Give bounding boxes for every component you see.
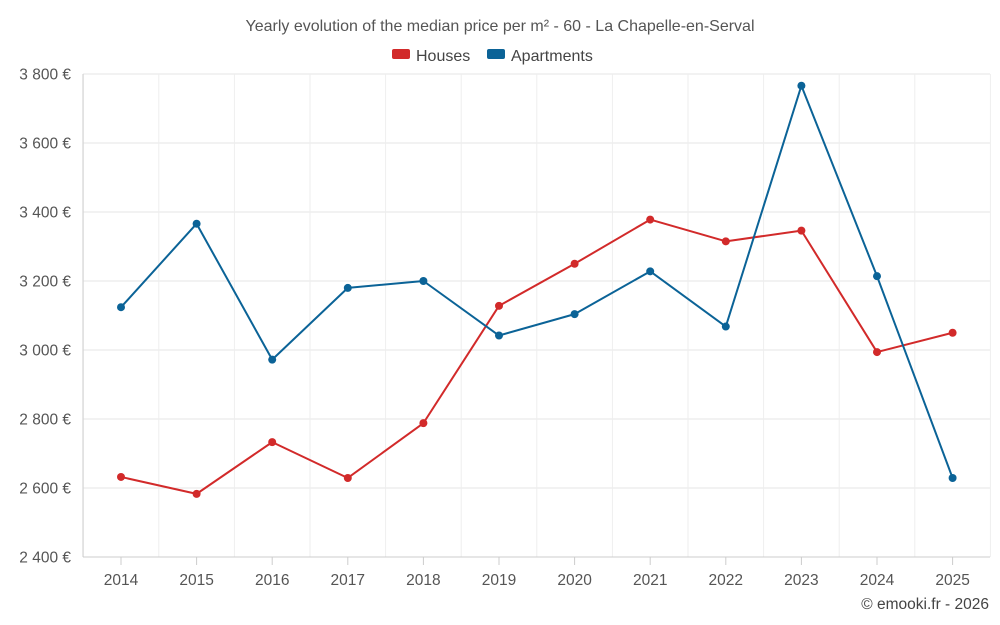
- data-point-houses: [117, 472, 125, 481]
- grid-lines: [82, 73, 991, 558]
- data-point-houses: [646, 215, 655, 224]
- data-point-houses: [268, 438, 277, 447]
- x-tick-label: 2017: [331, 572, 365, 589]
- y-tick-label: 3 600 €: [19, 136, 71, 153]
- x-tick-label: 2016: [255, 572, 289, 589]
- x-tick-label: 2023: [784, 572, 818, 589]
- y-tick-label: 3 200 €: [19, 274, 71, 291]
- y-tick-label: 3 000 €: [19, 343, 71, 360]
- x-tick-label: 2024: [860, 572, 895, 589]
- chart-title: Yearly evolution of the median price per…: [245, 18, 754, 35]
- axes: [82, 74, 990, 558]
- y-tick-label: 2 800 €: [19, 412, 71, 429]
- data-point-apartments: [495, 331, 503, 340]
- x-tick-label: 2015: [179, 572, 213, 589]
- series-line-houses: [120, 218, 953, 495]
- data-point-houses: [948, 328, 957, 337]
- data-point-houses: [192, 489, 201, 498]
- data-point-apartments: [192, 219, 201, 228]
- legend-label-apartments[interactable]: Apartments: [511, 48, 593, 65]
- data-point-apartments: [948, 473, 957, 482]
- y-tick-label: 2 400 €: [19, 550, 71, 567]
- data-point-apartments: [721, 322, 730, 331]
- series-layer: [117, 81, 957, 498]
- legend-swatch-houses: [392, 49, 410, 59]
- y-tick-label: 3 800 €: [19, 67, 71, 84]
- series-line-apartments: [120, 84, 954, 479]
- data-point-apartments: [646, 267, 655, 276]
- data-point-apartments: [419, 277, 428, 285]
- legend-label-houses[interactable]: Houses: [416, 48, 470, 65]
- x-tick-label: 2019: [482, 572, 516, 589]
- credit-text: © emooki.fr - 2026: [861, 596, 989, 613]
- data-point-houses: [797, 226, 806, 235]
- data-point-apartments: [268, 355, 277, 364]
- data-point-apartments: [343, 283, 352, 292]
- data-point-houses: [721, 237, 730, 246]
- y-tick-label: 2 600 €: [19, 481, 71, 498]
- data-point-houses: [495, 301, 503, 310]
- x-tick-label: 2022: [709, 572, 743, 589]
- legend-swatch-apartments: [487, 49, 505, 59]
- x-tick-label: 2018: [406, 572, 440, 589]
- data-point-apartments: [117, 303, 125, 312]
- legend[interactable]: Houses Apartments: [392, 48, 593, 65]
- y-axis-ticks: 2 400 € 2 600 € 2 800 € 3 000 € 3 200 € 3 400…: [19, 67, 71, 567]
- y-tick-label: 3 400 €: [19, 205, 71, 222]
- x-tick-label: 2021: [633, 572, 667, 589]
- data-point-houses: [570, 259, 579, 268]
- x-axis-ticks: 2014 2015 2016 2017 2018 2019 2020 2021 2022 2023…: [104, 557, 970, 589]
- data-point-houses: [343, 473, 352, 482]
- x-tick-label: 2020: [557, 572, 592, 589]
- x-tick-label: 2014: [104, 572, 139, 589]
- x-tick-label: 2025: [935, 572, 969, 589]
- data-point-apartments: [797, 81, 806, 90]
- data-point-apartments: [570, 310, 579, 319]
- data-point-apartments: [873, 272, 881, 281]
- data-point-houses: [419, 419, 428, 428]
- data-point-houses: [873, 348, 881, 357]
